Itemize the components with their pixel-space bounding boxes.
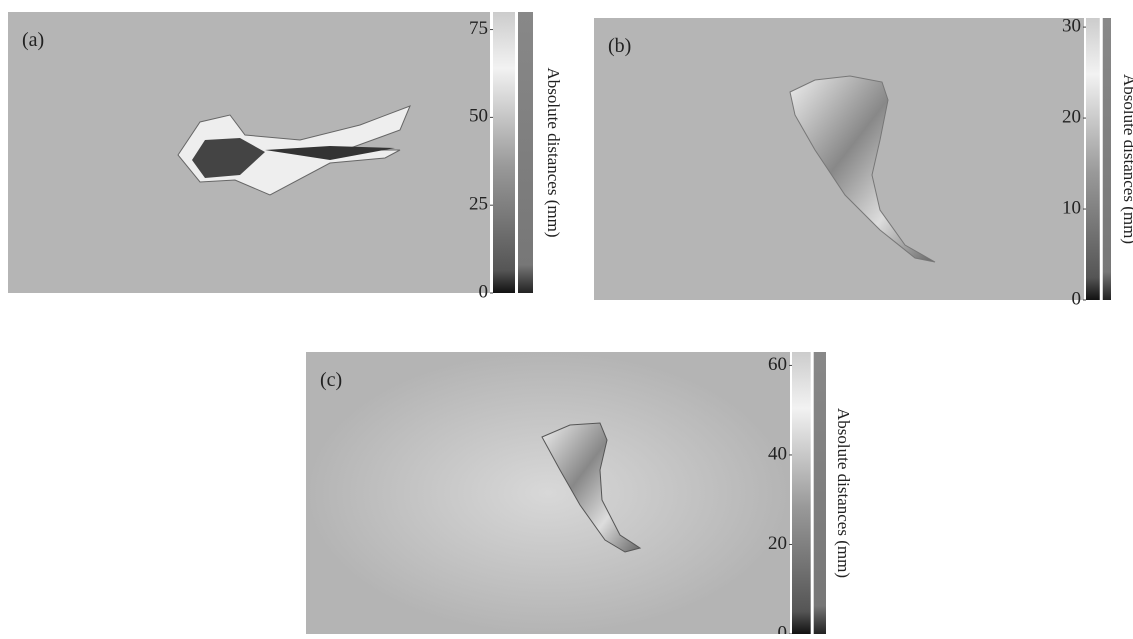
tick-label: 10 (1062, 197, 1081, 218)
tick-label: 30 (1062, 15, 1081, 36)
tick-label: 0 (778, 622, 788, 634)
tick-label: 0 (479, 281, 489, 302)
tick-label: 20 (768, 533, 787, 554)
panel-label: (b) (608, 35, 631, 57)
colorbar-strip (1103, 18, 1111, 300)
colorbar-strip (814, 352, 826, 634)
tick-label: 25 (469, 194, 488, 215)
tick-label: 40 (768, 443, 787, 464)
tick-label: 60 (768, 354, 787, 375)
colorbar (792, 352, 811, 634)
panel-label: (a) (22, 29, 44, 51)
colorbar-strip (518, 12, 533, 293)
colorbar-label: Absolute distances (mm) (834, 408, 853, 578)
tick-label: 0 (1072, 288, 1082, 309)
tick-label: 20 (1062, 106, 1081, 127)
tick-label: 75 (469, 18, 488, 39)
panel-label: (c) (320, 369, 342, 391)
tick-label: 50 (469, 106, 488, 127)
figure: (a) 0 25 50 75 Absolute distances (mm) (b) 0 10 2… (0, 0, 1133, 634)
colorbar-label: Absolute distances (mm) (544, 68, 563, 238)
colorbar (1086, 18, 1100, 300)
colorbar (493, 12, 515, 293)
panel-c-image (306, 352, 790, 634)
colorbar-label: Absolute distances (mm) (1120, 74, 1133, 244)
